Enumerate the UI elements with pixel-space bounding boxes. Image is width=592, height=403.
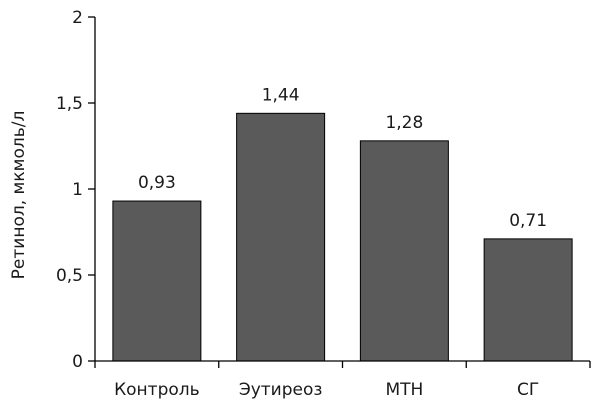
- bar: [359, 140, 449, 362]
- bar: [483, 238, 573, 362]
- category-label: Эутиреоз: [239, 380, 323, 400]
- y-axis-title: Ретинол, мкмоль/л: [9, 111, 29, 280]
- data-labels: 0,93 1,44 1,28 0,71: [138, 85, 547, 231]
- bars: [112, 112, 573, 362]
- category-label: Контроль: [114, 380, 200, 400]
- y-tick-label: 0: [72, 352, 83, 372]
- data-label: 0,93: [138, 173, 176, 193]
- category-labels: Контроль Эутиреоз МТН СГ: [114, 380, 539, 400]
- x-axis-ticks: [94, 361, 591, 368]
- y-tick-label: 0,5: [56, 266, 83, 286]
- y-tick-label: 1,5: [56, 94, 83, 114]
- y-tick-label: 2: [72, 8, 83, 28]
- category-label: МТН: [385, 380, 423, 400]
- data-label: 1,44: [262, 85, 300, 105]
- category-label: СГ: [517, 380, 539, 400]
- data-label: 1,28: [385, 113, 423, 133]
- data-label: 0,71: [509, 211, 547, 231]
- bar: [112, 200, 202, 362]
- y-axis-ticks: 0 0,5 1 1,5 2: [56, 8, 95, 372]
- bar: [236, 112, 326, 362]
- y-tick-label: 1: [72, 180, 83, 200]
